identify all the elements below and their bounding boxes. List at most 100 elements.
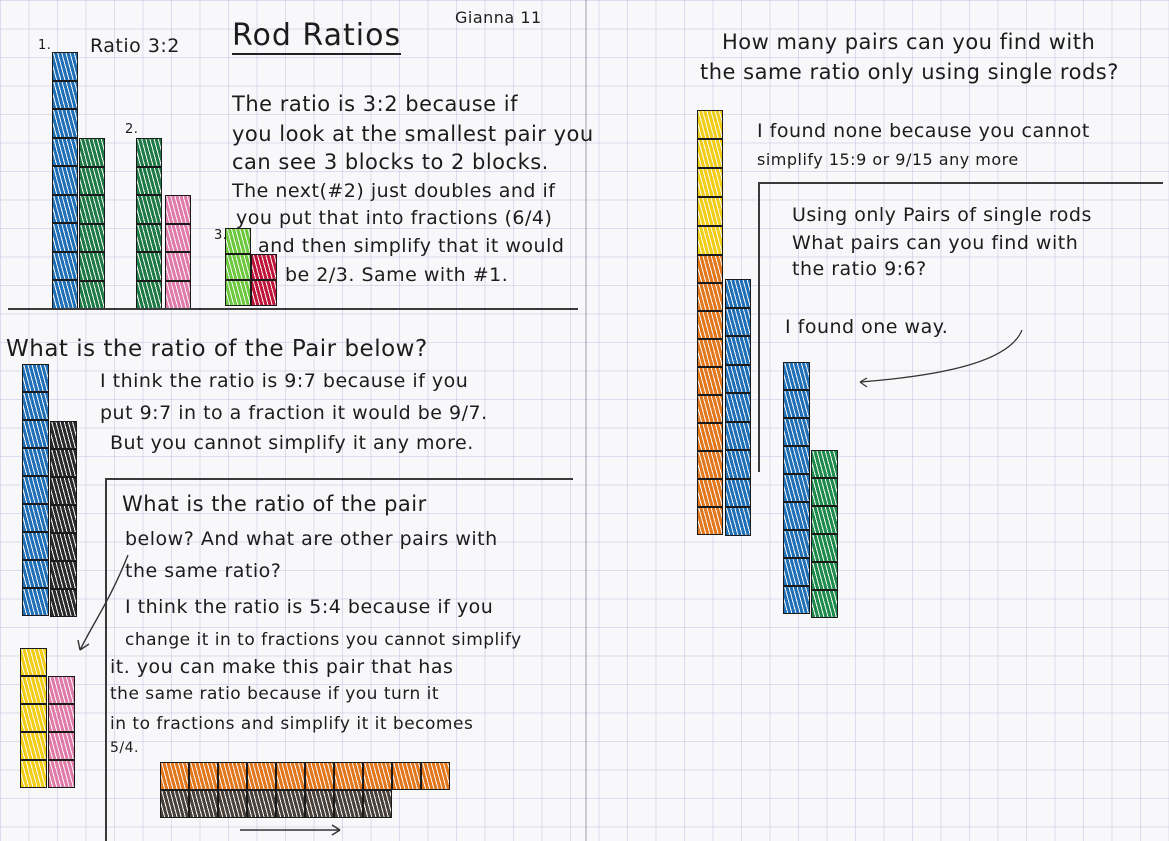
rod-cell (697, 168, 723, 197)
rod-cell (160, 790, 189, 818)
rod-cell (725, 478, 751, 507)
right-question-2-line-3: the ratio 9:6? (792, 258, 927, 280)
rod-cell (725, 364, 751, 393)
rod-cell (725, 507, 751, 536)
explanation-line-4: The next(#2) just doubles and if (232, 180, 556, 202)
answer-2-line-2: put 9:7 in to a fraction it would be 9/7… (100, 402, 488, 424)
rod-red-2 (251, 254, 277, 306)
rod-cell (52, 280, 78, 309)
answer-3-line-3: it. you can make this pair that has (110, 656, 454, 678)
rod-cell (783, 558, 810, 586)
page-title: Rod Ratios (232, 18, 402, 55)
rod-cell (783, 586, 810, 614)
explanation-line-3: can see 3 blocks to 2 blocks. (232, 150, 549, 174)
rod-cell (48, 732, 75, 760)
rod-blue-9c (725, 279, 751, 536)
rod-cell (22, 588, 49, 616)
rod-cell (165, 252, 191, 281)
rod-brown-8 (160, 790, 392, 818)
right-answer-1-line-1: I found none because you cannot (757, 120, 1090, 142)
rod-blue-9d (783, 362, 810, 614)
rod-green-6c (811, 450, 838, 618)
rod-cell (79, 138, 105, 167)
rod-cell (22, 420, 49, 448)
rod-cell (225, 280, 251, 306)
rod-cell (52, 194, 78, 223)
rod-blue-9 (52, 52, 78, 309)
rod-cell (725, 307, 751, 336)
ratio-label: Ratio 3:2 (90, 35, 180, 57)
rod-cell (20, 648, 47, 676)
rod-cell (165, 223, 191, 252)
rod-cell (276, 762, 305, 790)
rod-cell (697, 451, 723, 479)
right-question-1-line-1: How many pairs can you find with (722, 30, 1096, 54)
rod-green-6 (79, 138, 105, 309)
rod-cell (48, 760, 75, 788)
rod-orange-10b (697, 255, 723, 535)
rod-cell (20, 760, 47, 788)
figure-label-3: 3. (214, 228, 228, 243)
right-question-1-line-2: the same ratio only using single rods? (700, 60, 1119, 84)
rod-cell (697, 283, 723, 311)
rod-cell (160, 762, 189, 790)
right-question-2-line-2: What pairs can you find with (792, 232, 1079, 254)
divider-right-vertical (758, 182, 760, 472)
divider-right-top (758, 182, 1163, 184)
rod-cell (363, 762, 392, 790)
answer-3-line-6: 5/4. (110, 740, 139, 756)
rod-cell (305, 790, 334, 818)
answer-3-line-5: in to fractions and simplify it it becom… (110, 714, 474, 734)
answer-3-line-1: I think the ratio is 5:4 because if you (125, 596, 494, 618)
rod-cell (783, 390, 810, 418)
rod-cell (811, 590, 838, 618)
rod-cell (218, 762, 247, 790)
answer-2-line-1: I think the ratio is 9:7 because if you (100, 370, 469, 392)
right-answer-1-line-2: simplify 15:9 or 9/15 any more (757, 150, 1019, 169)
rod-cell (22, 392, 49, 420)
rod-cell (20, 676, 47, 704)
rod-cell (79, 280, 105, 309)
rod-cell (697, 339, 723, 367)
question-3-heading-1: What is the ratio of the pair (122, 492, 427, 516)
rod-cell (783, 474, 810, 502)
page-fold (585, 0, 587, 841)
rod-cell (48, 676, 75, 704)
rod-cell (50, 505, 77, 533)
rod-cell (697, 423, 723, 451)
rod-cell (22, 364, 49, 392)
rod-cell (52, 80, 78, 109)
rod-cell (725, 336, 751, 365)
rod-green-6b (136, 138, 162, 309)
rod-cell (136, 138, 162, 167)
rod-cell (697, 255, 723, 283)
rod-cell (50, 561, 77, 589)
figure-label-1: 1. (38, 38, 52, 53)
rod-cell (697, 110, 723, 139)
rod-blue-9b (22, 364, 49, 616)
explanation-line-2: you look at the smallest pair you (232, 122, 594, 146)
rod-cell (363, 790, 392, 818)
rod-cell (136, 166, 162, 195)
rod-cell (783, 362, 810, 390)
rod-cell (79, 195, 105, 224)
rod-cell (811, 506, 838, 534)
rod-cell (189, 762, 218, 790)
rod-cell (225, 254, 251, 280)
rod-cell (52, 137, 78, 166)
rod-yellow-5 (20, 648, 47, 788)
rod-cell (251, 280, 277, 306)
rod-cell (811, 534, 838, 562)
rod-cell (52, 109, 78, 138)
rod-cell (697, 395, 723, 423)
rod-cell (48, 704, 75, 732)
rod-cell (334, 762, 363, 790)
rod-cell (697, 197, 723, 226)
rod-cell (22, 448, 49, 476)
rod-cell (697, 507, 723, 535)
rod-cell (136, 223, 162, 252)
rod-cell (52, 223, 78, 252)
rod-orange-10 (160, 762, 450, 790)
rod-cell (225, 228, 251, 254)
rod-yellow-orange-15 (697, 110, 723, 255)
